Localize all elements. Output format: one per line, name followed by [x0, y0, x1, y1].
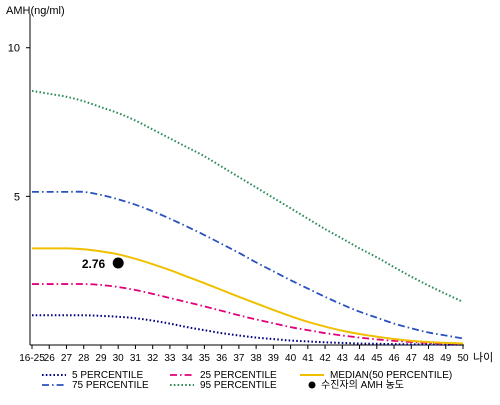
legend-label: 5 PERCENTILE — [72, 370, 143, 381]
x-tick-label: 47 — [406, 353, 418, 364]
x-tick-label: 36 — [216, 353, 228, 364]
legend-layer: 5 PERCENTILE 25 PERCENTILE MEDIAN(50 PERCE… — [42, 370, 452, 391]
x-tick-label: 48 — [423, 353, 435, 364]
x-tick-label: 38 — [251, 353, 263, 364]
legend-label: 75 PERCENTILE — [72, 380, 149, 391]
x-axis-title: 나이 — [473, 351, 493, 364]
y-tick-label: 5 — [14, 191, 20, 203]
x-tick-label: 35 — [199, 353, 211, 364]
marker-layer: 2.76 — [82, 257, 124, 271]
x-tick-label: 43 — [337, 353, 349, 364]
x-tick-label: 29 — [95, 353, 107, 364]
series-line-5-percentile — [31, 314, 464, 346]
x-tick-label: 42 — [320, 353, 332, 364]
y-axis-title: AMH(ng/ml) — [6, 5, 65, 17]
x-tick-label: 31 — [130, 353, 142, 364]
patient-amh-marker — [112, 257, 124, 269]
y-tick-label: 10 — [8, 43, 20, 55]
x-tick-label: 44 — [354, 353, 366, 364]
legend-marker-dot — [308, 381, 316, 389]
legend-label: 25 PERCENTILE — [200, 370, 277, 381]
x-tick-label: 16-25 — [19, 353, 45, 364]
x-tick-label: 41 — [302, 353, 314, 364]
series-layer — [31, 89, 464, 346]
series-line-25-percentile — [32, 283, 464, 345]
x-tick-label: 30 — [113, 353, 125, 364]
x-tick-label: 39 — [268, 353, 280, 364]
series-line-75-percentile — [31, 190, 464, 340]
series-line-95-percentile — [31, 89, 464, 303]
x-tick-label: 26 — [44, 353, 56, 364]
series-line-median-50-percentile — [32, 247, 464, 345]
patient-amh-value-label: 2.76 — [82, 257, 106, 271]
x-tick-label: 46 — [388, 353, 400, 364]
legend-marker-label: 수진자의 AMH 농도 — [321, 379, 404, 391]
x-tick-label: 37 — [233, 353, 245, 364]
x-tick-label: 34 — [182, 353, 194, 364]
legend-label: MEDIAN(50 PERCENTILE) — [330, 370, 452, 381]
x-tick-label: 40 — [285, 353, 297, 364]
legend-label: 95 PERCENTILE — [200, 380, 277, 391]
x-tick-label: 32 — [147, 353, 159, 364]
x-tick-label: 33 — [164, 353, 176, 364]
x-tick-label: 49 — [440, 353, 452, 364]
x-tick-label: 50 — [457, 353, 469, 364]
x-tick-label: 28 — [78, 353, 90, 364]
x-tick-label: 45 — [371, 353, 383, 364]
x-tick-label: 27 — [61, 353, 73, 364]
